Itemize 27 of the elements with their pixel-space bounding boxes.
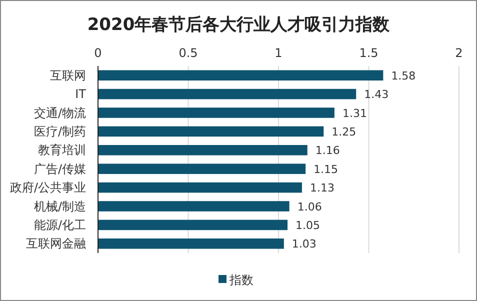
legend-label: 指数 [230,273,254,287]
data-label: 1.25 [332,125,356,138]
ytick: 医疗/制药 [34,124,86,138]
ytick: 互联网金融 [26,236,86,251]
xtick: 1.5 [359,46,378,60]
ytick: 能源/化工 [34,218,86,232]
ytick: 互联网 [50,68,86,82]
xtick: 1 [274,46,282,60]
ytick: 交通/物流 [34,106,86,120]
xtick: 0.5 [178,46,198,60]
xtick: 2 [455,46,463,60]
data-label: 1.05 [296,218,320,232]
ytick: 政府/公共事业 [10,180,86,195]
data-label: 1.16 [315,144,340,158]
data-label: 1.15 [314,162,338,176]
data-label: 1.31 [342,106,367,120]
data-label: 1.03 [292,238,316,251]
ytick: 教育培训 [38,143,86,158]
title: 2020年春节后各大行业人才吸引力指数 [87,15,390,35]
ytick: 机械/制造 [34,199,86,214]
data-label: 1.43 [364,88,389,102]
xtick: 0 [94,46,102,60]
data-label: 1.58 [391,69,416,82]
data-label: 1.06 [297,200,322,214]
ytick: IT [75,87,86,102]
data-label: 1.13 [310,182,334,195]
ytick: 广告/传媒 [34,162,86,176]
